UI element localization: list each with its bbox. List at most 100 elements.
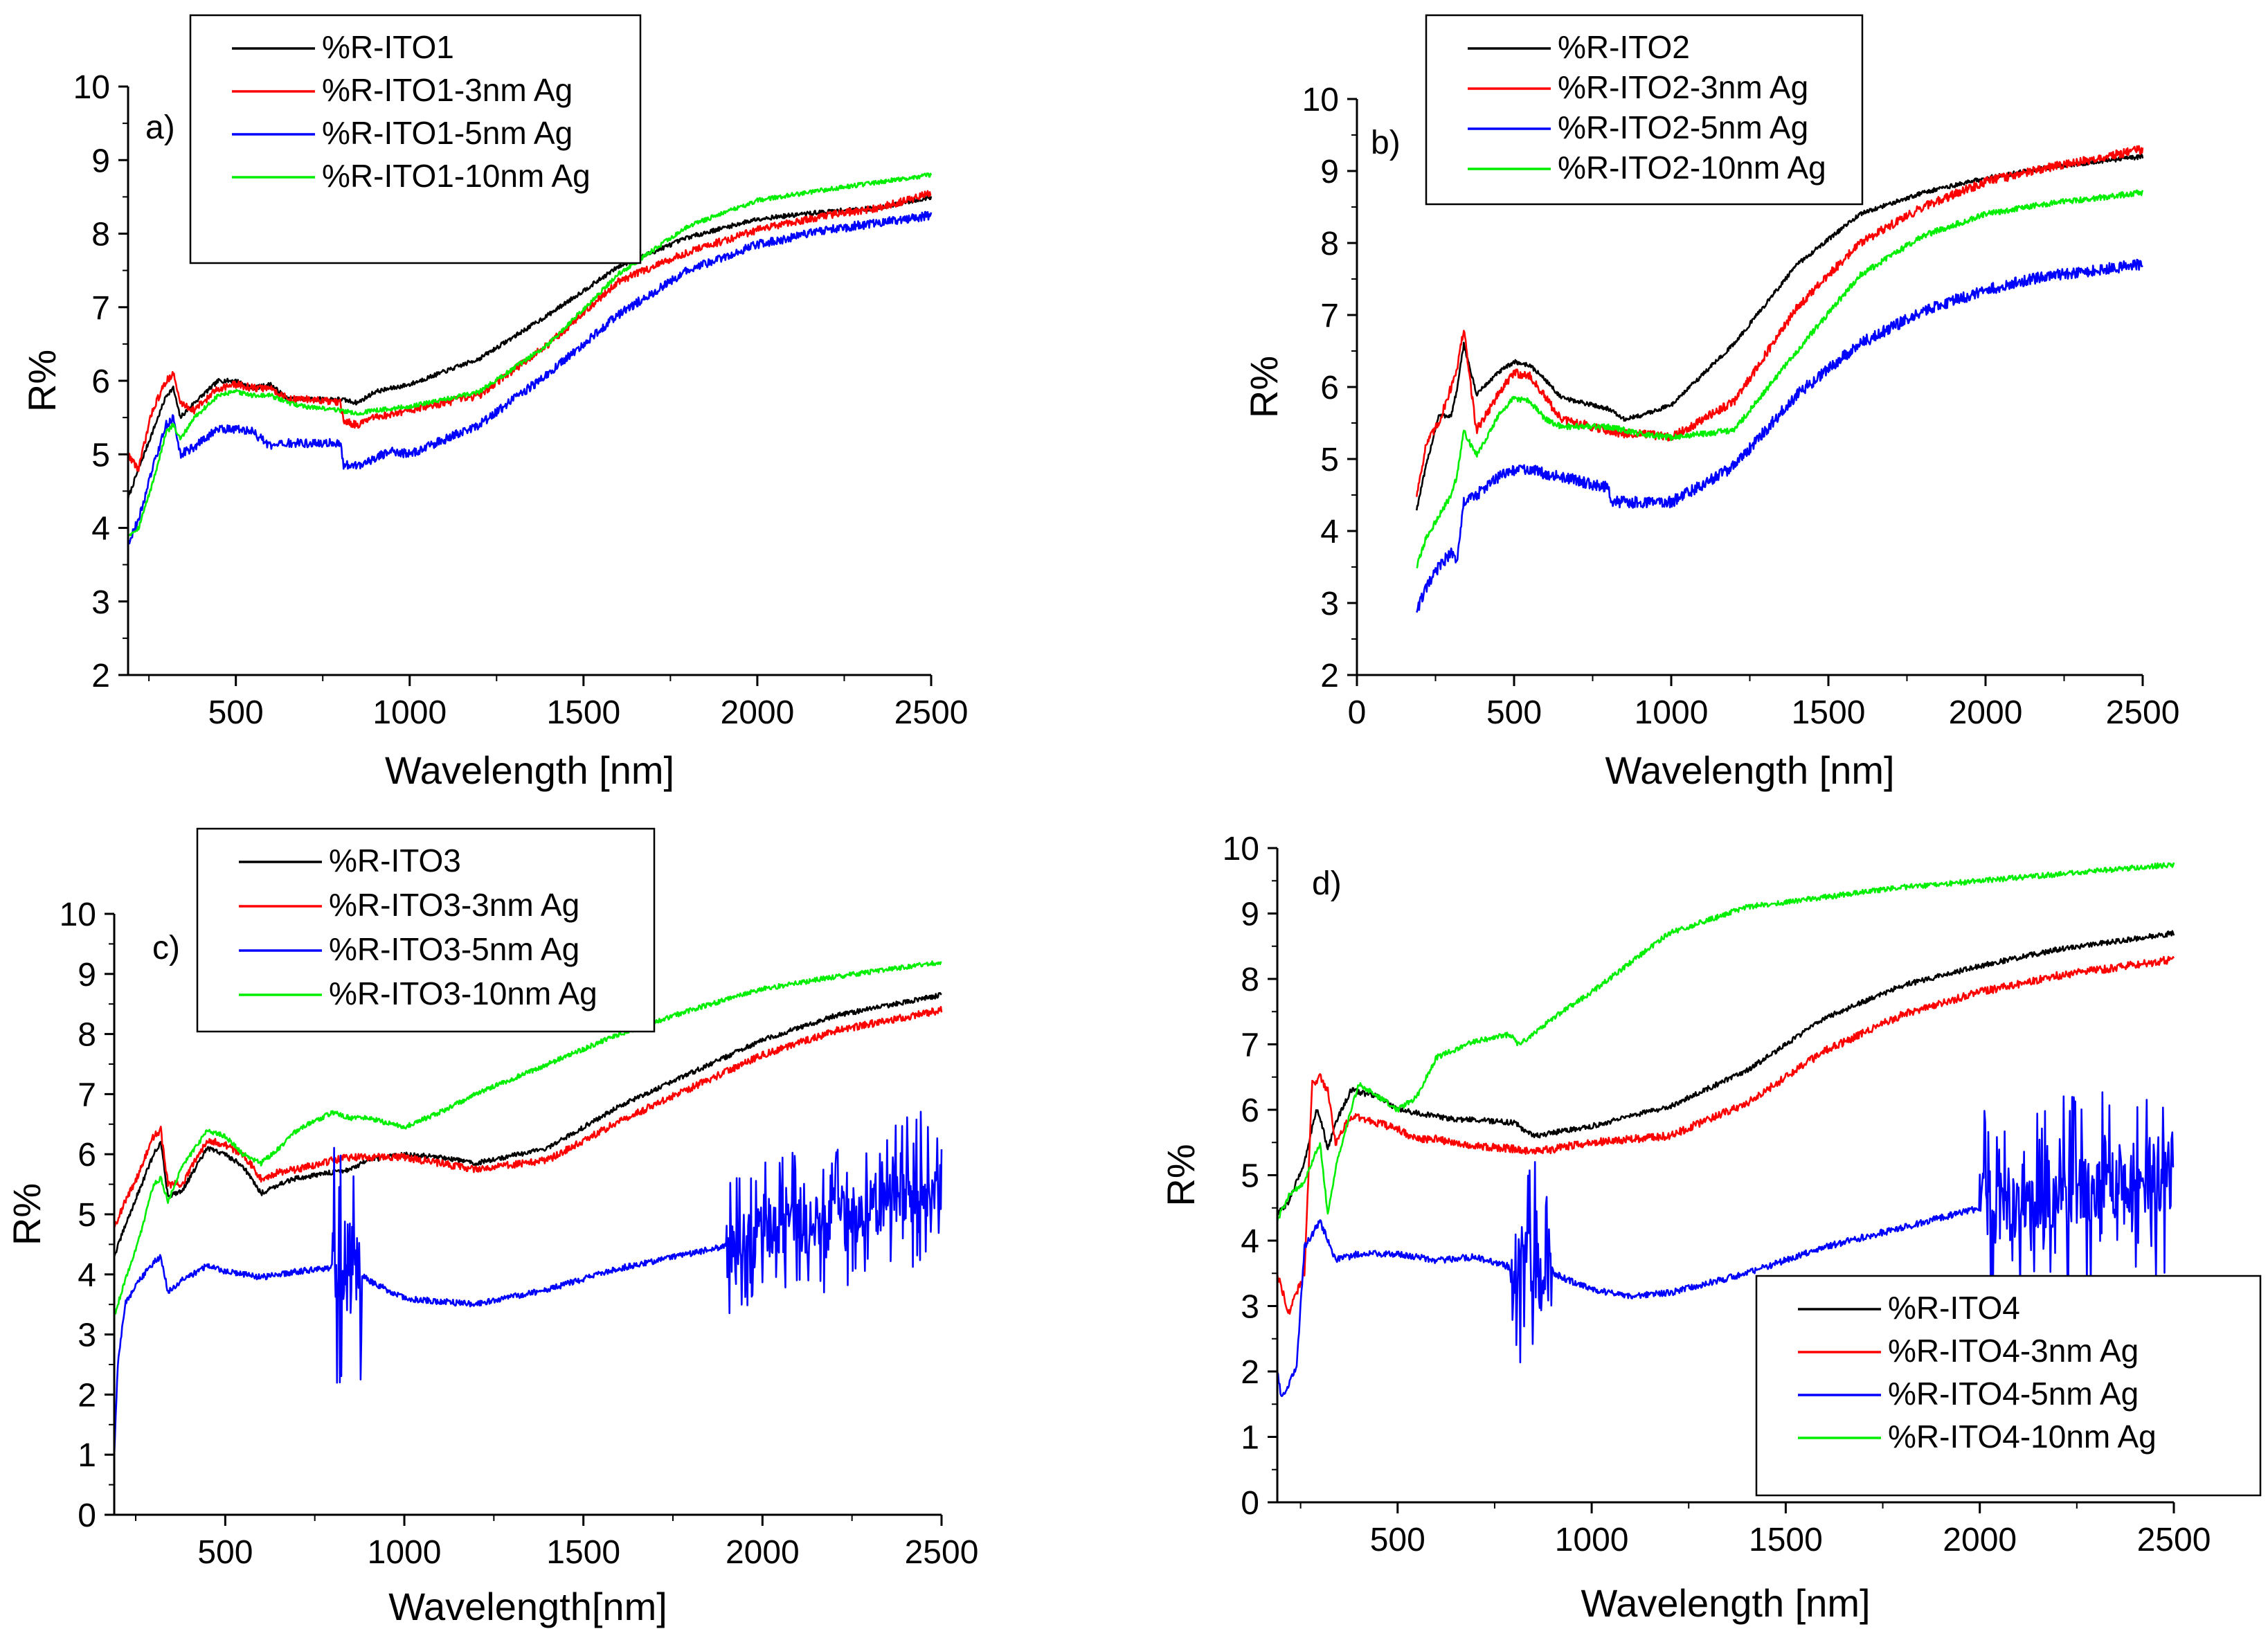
legend-box <box>189 14 642 264</box>
x-tick-label: 0 <box>1348 694 1367 731</box>
y-tick-label: 10 <box>1302 82 1339 118</box>
y-tick-label: 10 <box>1223 831 1259 867</box>
legend-label: %R-ITO1 <box>322 29 454 65</box>
y-tick-label: 8 <box>91 217 110 253</box>
y-tick-label: 4 <box>1241 1223 1259 1260</box>
x-tick-label: 1500 <box>546 694 620 731</box>
panel-label: d) <box>1312 865 1342 902</box>
x-tick-label: 500 <box>197 1534 253 1571</box>
x-tick-label: 2500 <box>2106 694 2180 731</box>
y-tick-label: 0 <box>78 1497 96 1534</box>
y-tick-label: 8 <box>1241 962 1259 998</box>
y-axis-title: R% <box>1159 1144 1203 1206</box>
legend: %R-ITO2 %R-ITO2-3nm Ag %R-ITO2-5nm Ag %R-IT… <box>1425 14 1864 206</box>
x-tick-label: 1500 <box>546 1534 620 1571</box>
legend-label: %R-ITO1-3nm Ag <box>322 72 573 108</box>
legend-label: %R-ITO1-10nm Ag <box>322 158 591 194</box>
y-axis-title: R% <box>1242 356 1286 418</box>
chart-panel-b: 2 3 4 5 6 7 8 9 10 0 500 1000 1500 2000 2500 Wavelength… <box>1242 14 2180 792</box>
x-axis-title: Wavelength [nm] <box>1605 748 1894 792</box>
legend-label: %R-ITO2-5nm Ag <box>1558 109 1808 145</box>
x-axis-title: Wavelength [nm] <box>385 748 674 792</box>
x-tick-label: 2500 <box>2137 1522 2211 1558</box>
series-line-4 <box>127 172 933 537</box>
legend-label: %R-ITO4-10nm Ag <box>1888 1419 2157 1455</box>
x-tick-label: 500 <box>1486 694 1542 731</box>
x-tick-label: 2000 <box>726 1534 800 1571</box>
x-tick-label: 500 <box>208 694 264 731</box>
y-tick-label: 3 <box>78 1317 96 1354</box>
x-tick-label: 1000 <box>1635 694 1709 731</box>
y-tick-label: 9 <box>1241 897 1259 933</box>
series-line-3 <box>127 210 933 546</box>
panel-label: b) <box>1371 125 1401 161</box>
x-tick-label: 500 <box>1370 1522 1425 1558</box>
series-line-2 <box>1416 145 2144 497</box>
legend-label: %R-ITO3-3nm Ag <box>329 887 579 923</box>
legend-label: %R-ITO3-5nm Ag <box>329 931 579 967</box>
y-tick-label: 6 <box>78 1137 96 1173</box>
y-tick-label: 1 <box>1241 1420 1259 1457</box>
y-tick-label: 6 <box>91 363 110 400</box>
panel-label: a) <box>145 109 175 146</box>
x-tick-label: 2500 <box>894 694 969 731</box>
legend-label: %R-ITO2-10nm Ag <box>1558 150 1826 186</box>
legend-label: %R-ITO4-3nm Ag <box>1888 1333 2139 1369</box>
series-line-4 <box>113 960 942 1317</box>
y-tick-label: 9 <box>91 143 110 179</box>
y-tick-label: 7 <box>91 290 110 327</box>
legend: %R-ITO4 %R-ITO4-3nm Ag %R-ITO4-5nm Ag %R-IT… <box>1755 1275 2262 1497</box>
x-tick-label: 2000 <box>1949 694 2023 731</box>
legend-label: %R-ITO4-5nm Ag <box>1888 1376 2139 1412</box>
y-tick-label: 6 <box>1241 1092 1259 1129</box>
x-axis-title: Wavelength[nm] <box>388 1585 667 1628</box>
y-tick-label: 10 <box>60 897 96 933</box>
chart-panel-d: 0 1 2 3 4 5 6 7 8 9 10 500 1000 1500 2000 2500 Wavelengt… <box>1159 831 2262 1625</box>
series-line-4 <box>1416 189 2144 569</box>
y-tick-label: 3 <box>91 584 110 621</box>
x-tick-label: 2000 <box>1943 1522 2017 1558</box>
chart-panel-c: 0 1 2 3 4 5 6 7 8 9 10 500 1000 1500 2000 2500 Wavelengt… <box>5 827 979 1628</box>
y-tick-label: 4 <box>91 511 110 548</box>
y-tick-label: 7 <box>1241 1027 1259 1064</box>
legend: %R-ITO1 %R-ITO1-3nm Ag %R-ITO1-5nm Ag %R-IT… <box>189 14 642 264</box>
chart-panel-a: 2 3 4 5 6 7 8 9 10 500 1000 1500 2000 2500 Wavelength … <box>20 14 969 792</box>
series-line-3 <box>1276 1091 2175 1397</box>
y-tick-label: 4 <box>1320 514 1339 550</box>
legend-label: %R-ITO4 <box>1888 1290 2020 1326</box>
y-tick-label: 10 <box>73 69 110 106</box>
y-tick-label: 8 <box>1320 226 1339 262</box>
legend-box <box>1425 14 1864 206</box>
y-tick-label: 5 <box>1320 442 1339 478</box>
legend-label: %R-ITO2-3nm Ag <box>1558 69 1808 105</box>
panel-label: c) <box>152 930 180 966</box>
x-tick-label: 2500 <box>905 1534 979 1571</box>
series-line-1 <box>113 992 942 1258</box>
x-tick-label: 1000 <box>368 1534 442 1571</box>
x-axis-title: Wavelength [nm] <box>1581 1581 1870 1625</box>
legend-label: %R-ITO3 <box>329 843 461 879</box>
y-tick-label: 6 <box>1320 370 1339 406</box>
y-tick-label: 5 <box>91 437 110 474</box>
y-tick-label: 2 <box>1320 658 1339 694</box>
series-line-2 <box>113 1006 943 1228</box>
y-tick-label: 9 <box>1320 154 1339 190</box>
legend-label: %R-ITO3-10nm Ag <box>329 975 597 1011</box>
legend: %R-ITO3 %R-ITO3-3nm Ag %R-ITO3-5nm Ag %R-IT… <box>196 827 656 1033</box>
y-tick-label: 2 <box>78 1377 96 1414</box>
x-tick-label: 2000 <box>721 694 795 731</box>
legend-box <box>1755 1275 2262 1497</box>
x-tick-label: 1000 <box>1555 1522 1629 1558</box>
y-tick-label: 8 <box>78 1017 96 1054</box>
y-tick-label: 3 <box>1241 1289 1259 1326</box>
series-line-2 <box>1276 955 2175 1315</box>
y-axis-title: R% <box>5 1183 48 1245</box>
y-tick-label: 7 <box>1320 298 1339 334</box>
series-line-1 <box>1277 930 2175 1216</box>
y-tick-label: 2 <box>1241 1354 1259 1391</box>
x-tick-label: 1500 <box>1792 694 1866 731</box>
series-line-2 <box>127 190 932 472</box>
y-tick-label: 9 <box>78 957 96 993</box>
x-tick-label: 1000 <box>372 694 447 731</box>
